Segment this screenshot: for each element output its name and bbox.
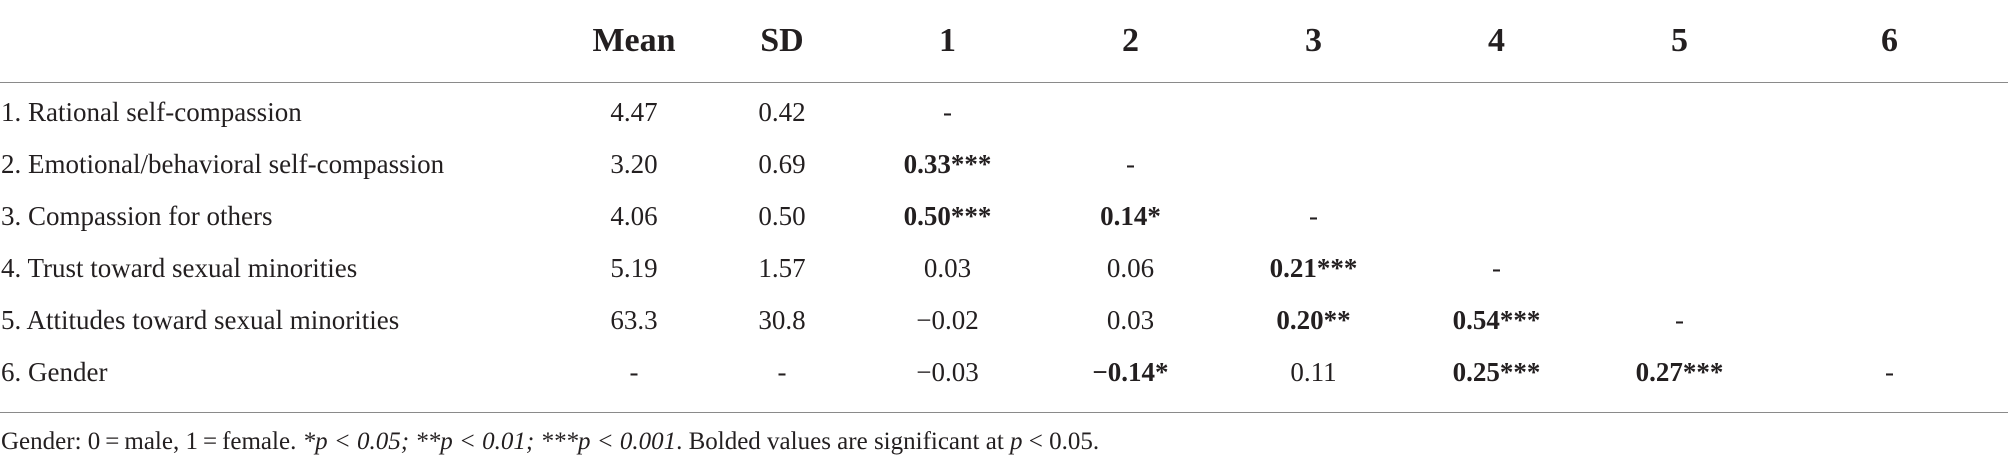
cell-r1: 0.03 (923, 252, 972, 283)
correlation-table: Mean SD 1 2 3 4 5 6 1. Rational self-com… (0, 0, 2008, 407)
cell-r1: −0.03 (916, 356, 979, 387)
header-mean: Mean (560, 0, 708, 83)
cell-r6 (1771, 294, 2008, 346)
cell-sd: 0.42 (758, 96, 806, 127)
cell-sd: 0.69 (758, 148, 806, 179)
cell-r2: 0.14* (1100, 200, 1161, 231)
cell-r3: 0.21*** (1269, 252, 1358, 283)
cell-r3: 0.11 (1290, 356, 1337, 387)
cell-r2: 0.03 (1106, 304, 1155, 335)
cell-mean: 3.20 (610, 148, 658, 179)
row-label: 6. Gender (1, 356, 108, 387)
cell-mean: - (629, 356, 639, 387)
cell-r4 (1405, 83, 1588, 139)
cell-r6 (1771, 242, 2008, 294)
cell-r2: −0.14* (1092, 356, 1169, 387)
cell-r4: 0.54*** (1452, 304, 1541, 335)
cell-r6 (1771, 138, 2008, 190)
cell-r6: - (1885, 356, 1894, 387)
cell-r1: - (943, 96, 952, 127)
cell-mean: 4.06 (610, 200, 658, 231)
cell-r5 (1588, 190, 1771, 242)
cell-r1: 0.33*** (903, 148, 992, 179)
cell-r3: 0.20** (1276, 304, 1351, 335)
cell-r1: 0.50*** (903, 200, 992, 231)
table-row: 5. Attitudes toward sexual minorities 63.… (0, 294, 2008, 346)
footnote-p-symbol: p (1010, 428, 1023, 455)
cell-r5 (1588, 83, 1771, 139)
header-col-1: 1 (856, 0, 1039, 83)
table-body: 1. Rational self-compassion 4.47 0.42-2. E… (0, 83, 2008, 407)
cell-r4: - (1492, 252, 1501, 283)
row-label: 2. Emotional/behavioral self-compassion (1, 148, 445, 179)
footnote-bold-note: . Bolded values are significant at (676, 428, 1011, 455)
table-footnote: Gender: 0 = male, 1 = female. *p < 0.05;… (1, 428, 1099, 456)
table-row: 2. Emotional/behavioral self-compassion 3… (0, 138, 2008, 190)
header-col-5: 5 (1588, 0, 1771, 83)
cell-sd: - (777, 356, 787, 387)
cell-r1: −0.02 (916, 304, 979, 335)
cell-r6 (1771, 190, 2008, 242)
cell-r4: 0.25*** (1452, 356, 1541, 387)
cell-r2: 0.06 (1106, 252, 1155, 283)
table-row: 3. Compassion for others 4.06 0.50 0.50*** 0… (0, 190, 2008, 242)
cell-r3: - (1309, 200, 1318, 231)
table-row: 4. Trust toward sexual minorities 5.19 1.5… (0, 242, 2008, 294)
cell-r3 (1222, 138, 1405, 190)
row-label: 4. Trust toward sexual minorities (1, 252, 358, 283)
header-col-6: 6 (1771, 0, 2008, 83)
cell-r2: - (1126, 148, 1135, 179)
cell-r6 (1771, 83, 2008, 139)
cell-sd: 1.57 (758, 252, 806, 283)
header-col-2: 2 (1039, 0, 1222, 83)
cell-r5 (1588, 242, 1771, 294)
footnote-threshold: < 0.05. (1022, 428, 1100, 455)
cell-mean: 4.47 (610, 96, 658, 127)
cell-sd: 30.8 (758, 304, 806, 335)
cell-r5: - (1675, 304, 1684, 335)
cell-r4 (1405, 138, 1588, 190)
cell-r5 (1588, 138, 1771, 190)
cell-r5: 0.27*** (1635, 356, 1724, 387)
cell-mean: 5.19 (610, 252, 658, 283)
table-bottom-rule (0, 412, 2008, 413)
correlation-table-container: Mean SD 1 2 3 4 5 6 1. Rational self-com… (0, 0, 2008, 407)
table-row: 1. Rational self-compassion 4.47 0.42 - (0, 83, 2008, 139)
row-label: 3. Compassion for others (1, 200, 273, 231)
footnote-significance-levels: *p < 0.05; **p < 0.01; ***p < 0.001 (302, 428, 677, 455)
table-row: 6. Gender - - −0.03 −0.14* 0.11 0.25*** 0.27***… (0, 346, 2008, 406)
cell-sd: 0.50 (758, 200, 806, 231)
cell-r3 (1222, 83, 1405, 139)
row-label: 1. Rational self-compassion (1, 96, 302, 127)
row-label: 5. Attitudes toward sexual minorities (1, 304, 400, 335)
cell-mean: 63.3 (610, 304, 658, 335)
footnote-gender-coding: Gender: 0 = male, 1 = female. (1, 428, 303, 455)
cell-r4 (1405, 190, 1588, 242)
cell-r2 (1039, 83, 1222, 139)
header-blank (0, 0, 560, 83)
header-row: Mean SD 1 2 3 4 5 6 (0, 0, 2008, 83)
header-sd: SD (708, 0, 856, 83)
header-col-3: 3 (1222, 0, 1405, 83)
header-col-4: 4 (1405, 0, 1588, 83)
